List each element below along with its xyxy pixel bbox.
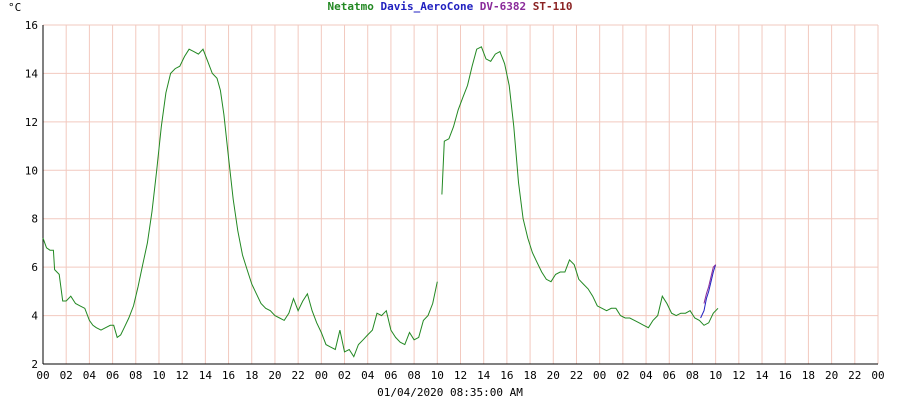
x-tick-label: 08: [129, 369, 142, 382]
x-tick-label: 16: [500, 369, 513, 382]
x-tick-label: 04: [639, 369, 653, 382]
y-tick-label: 6: [31, 261, 38, 274]
x-tick-label: 10: [152, 369, 165, 382]
series-layer: [42, 46, 719, 358]
series-line-netatmo: [441, 46, 719, 329]
x-tick-label: 12: [176, 369, 189, 382]
legend-entry-davis-aerocone: Davis_AeroCone: [380, 0, 473, 13]
legend-entry-st-110: ST-110: [533, 0, 573, 13]
legend-entry-netatmo: Netatmo: [328, 0, 375, 13]
x-tick-label: 14: [477, 369, 491, 382]
x-tick-label: 00: [593, 369, 606, 382]
x-tick-label: 20: [825, 369, 838, 382]
tick-labels: 2 4 6 8 10 12 14 16 00 02 04 06 08 10 12 14 16 18 20 22 00 02…: [25, 19, 885, 382]
x-tick-label: 22: [570, 369, 583, 382]
x-tick-label: 14: [755, 369, 769, 382]
x-tick-label: 20: [268, 369, 281, 382]
x-tick-label: 16: [779, 369, 792, 382]
y-axis-unit-label: °C: [8, 1, 21, 14]
x-tick-label: 02: [338, 369, 351, 382]
timestamp-label: 01/04/2020 08:35:00 AM: [377, 386, 523, 399]
legend-entry-dv-6382: DV-6382: [480, 0, 526, 13]
x-tick-label: 22: [292, 369, 305, 382]
x-tick-label: 04: [83, 369, 97, 382]
y-tick-label: 2: [31, 358, 38, 371]
x-tick-label: 18: [802, 369, 815, 382]
y-tick-label: 16: [25, 19, 38, 32]
x-tick-label: 14: [199, 369, 213, 382]
x-tick-label: 06: [384, 369, 397, 382]
y-tick-label: 4: [31, 310, 38, 323]
series-line-davis-aerocone: [700, 264, 717, 319]
x-tick-label: 10: [709, 369, 722, 382]
y-tick-label: 12: [25, 116, 38, 129]
x-tick-label: 12: [732, 369, 745, 382]
y-tick-label: 10: [25, 164, 38, 177]
x-tick-label: 00: [36, 369, 49, 382]
x-tick-label: 08: [407, 369, 420, 382]
x-tick-label: 00: [315, 369, 328, 382]
grid: [43, 24, 879, 364]
y-tick-label: 8: [31, 213, 38, 226]
x-tick-label: 20: [547, 369, 560, 382]
series-line-dv-6382: [703, 264, 716, 304]
x-tick-label: 10: [431, 369, 444, 382]
x-tick-label: 12: [454, 369, 467, 382]
x-tick-label: 06: [106, 369, 119, 382]
x-tick-label: 00: [871, 369, 884, 382]
y-tick-label: 14: [25, 67, 39, 80]
x-tick-label: 16: [222, 369, 235, 382]
series-line-netatmo: [42, 48, 438, 358]
x-tick-label: 06: [663, 369, 676, 382]
x-tick-label: 02: [616, 369, 629, 382]
x-tick-label: 04: [361, 369, 375, 382]
x-tick-label: 18: [523, 369, 536, 382]
x-tick-label: 22: [848, 369, 861, 382]
x-tick-label: 08: [686, 369, 699, 382]
legend: Netatmo Davis_AeroCone DV-6382 ST-110: [328, 0, 573, 13]
axes: [42, 25, 878, 365]
x-tick-label: 18: [245, 369, 258, 382]
x-tick-label: 02: [60, 369, 73, 382]
